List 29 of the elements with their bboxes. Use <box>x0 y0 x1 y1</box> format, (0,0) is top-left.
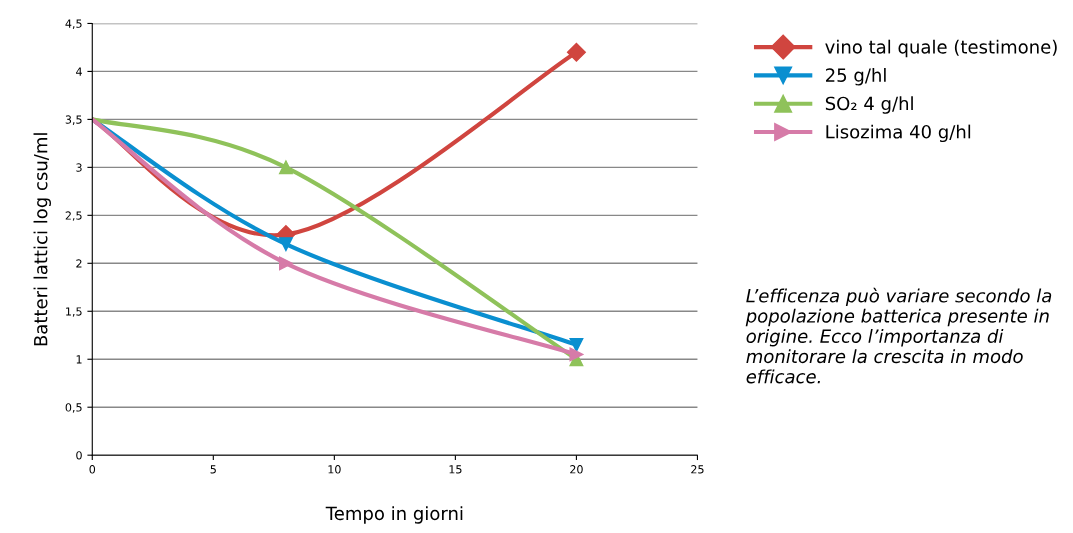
x-tick-label: 0 <box>89 465 96 474</box>
y-tick-label: 1 <box>76 355 82 364</box>
x-tick-label: 20 <box>570 465 583 474</box>
point <box>569 347 584 362</box>
legend-label: vino tal quale (testimone) <box>825 39 1057 58</box>
point <box>566 42 586 62</box>
legend-label: Lisozima 40 g/hl <box>826 124 971 143</box>
x-axis-title: Tempo in giorni <box>325 506 463 524</box>
x-tick-label: 25 <box>691 465 704 474</box>
y-tick-label: 0 <box>76 451 82 460</box>
legend-label: 25 g/hl <box>826 68 886 86</box>
point <box>278 160 293 175</box>
point <box>569 337 584 352</box>
y-tick-label: 1,5 <box>66 307 82 317</box>
y-tick-label: 2 <box>76 259 82 268</box>
y-tick-label: 3,5 <box>65 115 82 125</box>
y-axis-title: Batteri lattici log csu/ml <box>33 133 51 346</box>
y-tick-label: 4 <box>76 67 82 76</box>
x-tick-label: 10 <box>328 465 341 474</box>
point <box>278 256 293 271</box>
x-tick-label: 15 <box>449 465 462 474</box>
y-tick-label: 0,5 <box>65 403 82 413</box>
legend-label: SO₂ 4 g/hl <box>825 96 913 114</box>
point <box>278 237 293 252</box>
x-tick-label: 5 <box>210 465 216 474</box>
y-tick-label: 2,5 <box>65 211 82 221</box>
text: L’efficenza può variare secondo la popolazione batterica presente in origine. Ecco l’importanza di monitorare la crescita in modo efficace. <box>745 287 1052 384</box>
y-tick-label: 4,5 <box>65 19 82 29</box>
y-tick-label: 3 <box>76 163 82 172</box>
